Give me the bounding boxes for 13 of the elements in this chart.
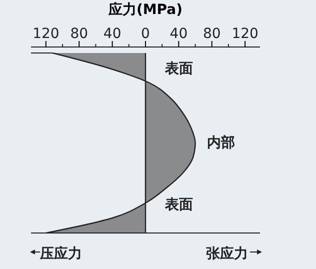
x-tick-label: 80 bbox=[70, 26, 88, 42]
annotation: 内部 bbox=[207, 134, 235, 151]
x-tick-label: 40 bbox=[170, 26, 188, 42]
x-tick-label: 120 bbox=[232, 26, 258, 42]
annotation: 表面 bbox=[164, 61, 193, 77]
x-tick-label: 40 bbox=[103, 26, 122, 42]
x-tick-label: 0 bbox=[141, 26, 150, 42]
annotation: 表面 bbox=[164, 197, 193, 213]
x-axis-title: 应力(MPa) bbox=[107, 1, 183, 18]
text: 张应力 bbox=[206, 245, 248, 262]
x-tick-label: 80 bbox=[202, 26, 221, 42]
x-tick-label: 120 bbox=[32, 26, 60, 42]
text: 压应力 bbox=[39, 245, 82, 262]
